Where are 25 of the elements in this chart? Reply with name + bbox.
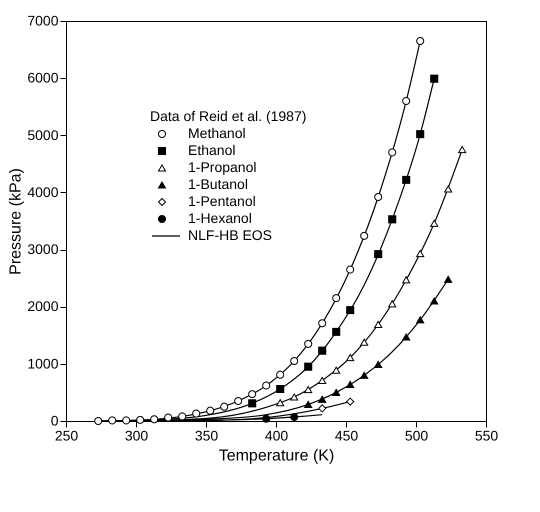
legend-label: Methanol: [188, 125, 246, 141]
y-tick-label: 1000: [27, 355, 59, 372]
x-tick-label: 300: [124, 428, 148, 444]
x-tick-label: 250: [54, 428, 78, 444]
legend-label: 1-Pentanol: [188, 193, 256, 209]
y-axis-title: Pressure (kPa): [7, 168, 24, 275]
y-tick-label: 6000: [27, 70, 59, 86]
legend-label: NLF-HB EOS: [188, 227, 272, 243]
legend-label: 1-Hexanol: [188, 210, 252, 226]
x-tick-label: 350: [194, 428, 218, 444]
legend-label: 1-Propanol: [188, 159, 256, 175]
y-tick-label: 7000: [27, 12, 59, 28]
y-tick-label: 5000: [27, 126, 59, 143]
y-tick-label: 3000: [27, 241, 59, 258]
y-tick-label: 4000: [27, 184, 59, 200]
x-tick-label: 450: [334, 428, 358, 444]
legend-title: Data of Reid et al. (1987): [150, 108, 306, 124]
x-tick-label: 550: [474, 428, 498, 444]
legend-label: 1-Butanol: [188, 176, 248, 192]
x-tick-label: 500: [404, 428, 428, 444]
legend-label: Ethanol: [188, 142, 236, 158]
x-axis-title: Temperature (K): [218, 448, 334, 464]
y-tick-label: 2000: [27, 298, 59, 314]
x-tick-label: 400: [264, 428, 288, 444]
y-tick-label: 0: [50, 412, 59, 428]
